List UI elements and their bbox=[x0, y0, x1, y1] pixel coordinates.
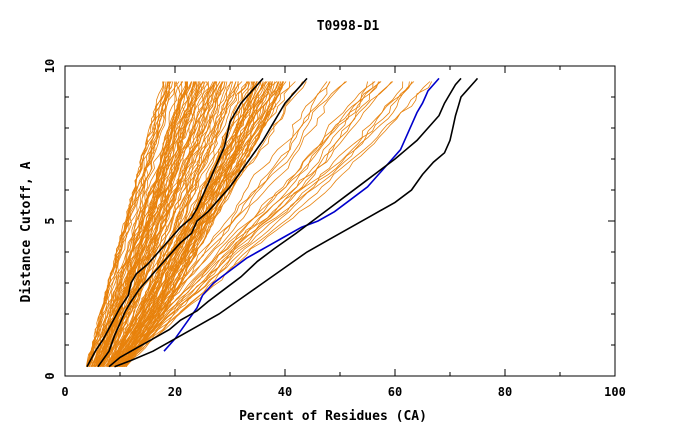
model-line bbox=[90, 81, 180, 367]
model-line bbox=[93, 81, 177, 367]
x-tick-label: 20 bbox=[168, 385, 182, 399]
model-line bbox=[103, 81, 214, 367]
y-tick-label: 5 bbox=[43, 217, 57, 224]
series-line-3 bbox=[163, 77, 440, 352]
y-tick-label: 0 bbox=[43, 372, 57, 379]
model-outlier-line bbox=[120, 81, 394, 367]
y-tick-label: 10 bbox=[43, 59, 57, 73]
model-line bbox=[91, 81, 189, 367]
model-line bbox=[96, 81, 200, 367]
model-line bbox=[86, 81, 174, 367]
model-line bbox=[121, 81, 260, 367]
x-tick-label: 100 bbox=[604, 385, 626, 399]
x-tick-label: 40 bbox=[278, 385, 292, 399]
model-outlier-line bbox=[119, 81, 376, 367]
model-outlier-line bbox=[125, 81, 415, 367]
model-outlier-line bbox=[117, 81, 374, 367]
x-tick-label: 80 bbox=[498, 385, 512, 399]
model-line bbox=[89, 81, 164, 367]
model-line bbox=[96, 81, 206, 367]
x-axis-label: Percent of Residues (CA) bbox=[239, 409, 427, 424]
model-lines-bundle bbox=[85, 81, 433, 368]
model-line bbox=[107, 81, 221, 367]
model-line bbox=[106, 81, 216, 367]
model-line bbox=[106, 81, 226, 367]
model-outlier-line bbox=[116, 81, 331, 367]
model-outlier-line bbox=[115, 81, 346, 367]
model-line bbox=[121, 81, 270, 367]
highlight-series-group bbox=[86, 77, 479, 368]
model-outlier-line bbox=[120, 81, 379, 367]
model-outlier-line bbox=[123, 81, 410, 367]
model-line bbox=[86, 81, 172, 367]
model-line bbox=[97, 81, 188, 367]
model-line bbox=[92, 81, 189, 367]
model-line bbox=[91, 81, 183, 367]
model-outlier-line bbox=[121, 81, 413, 368]
y-axis-label: Distance Cutoff, A bbox=[19, 161, 34, 302]
axis-ticks: 0 20 40 60 80 100 0 5 10 bbox=[43, 59, 626, 399]
model-line bbox=[109, 81, 231, 367]
series-line-4 bbox=[108, 77, 462, 368]
model-line bbox=[114, 81, 258, 367]
model-outlier-line bbox=[119, 81, 392, 367]
x-tick-label: 0 bbox=[61, 385, 68, 399]
model-line bbox=[102, 81, 215, 367]
model-outlier-line bbox=[125, 81, 433, 367]
series-line-5 bbox=[114, 77, 479, 368]
model-outlier-line bbox=[113, 81, 328, 367]
model-outlier-line bbox=[110, 81, 291, 367]
x-tick-label: 60 bbox=[388, 385, 402, 399]
model-outlier-line bbox=[111, 81, 296, 367]
series-line-2 bbox=[97, 77, 308, 368]
model-outlier-line bbox=[113, 81, 307, 367]
model-line bbox=[99, 81, 210, 367]
model-line bbox=[85, 81, 171, 367]
model-outlier-line bbox=[111, 81, 287, 367]
chart-title: T0998-D1 bbox=[317, 19, 380, 34]
model-outlier-line bbox=[125, 81, 431, 367]
model-line bbox=[109, 81, 240, 367]
model-line bbox=[110, 81, 228, 367]
series-line-1 bbox=[86, 77, 264, 368]
model-line bbox=[108, 81, 224, 367]
model-outlier-line bbox=[110, 81, 264, 367]
model-outlier-line bbox=[117, 81, 368, 367]
